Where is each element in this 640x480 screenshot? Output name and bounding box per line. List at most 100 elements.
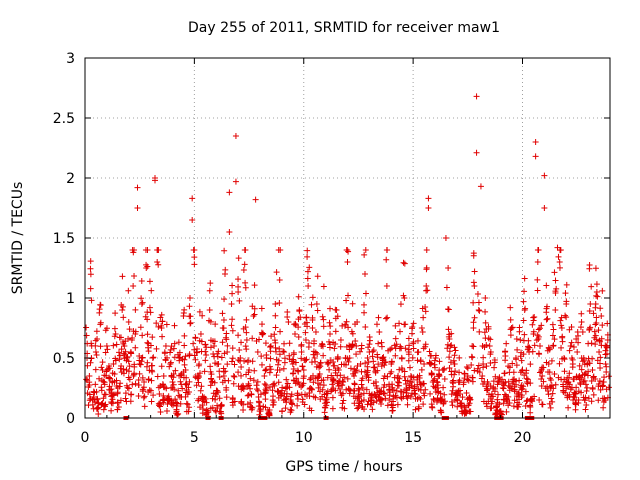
data-point [423, 264, 430, 271]
data-point [416, 394, 423, 401]
data-point [483, 403, 490, 410]
data-point [337, 337, 344, 343]
data-point [586, 325, 593, 332]
data-point [563, 314, 570, 321]
data-point [597, 354, 604, 361]
data-point [128, 391, 135, 398]
data-point [340, 397, 347, 404]
data-point [207, 318, 214, 325]
data-point [392, 335, 399, 342]
data-point [577, 324, 584, 331]
data-point [272, 344, 279, 351]
data-point [392, 352, 399, 359]
data-point-outlier [252, 196, 259, 203]
data-point [405, 335, 412, 342]
data-point [595, 397, 602, 404]
data-point [294, 392, 301, 399]
data-point [375, 314, 382, 321]
data-point [111, 370, 118, 377]
data-point [597, 386, 604, 393]
data-point [112, 355, 119, 362]
data-point [474, 368, 481, 375]
data-point [548, 377, 555, 384]
data-point [552, 277, 559, 284]
data-point [592, 376, 599, 383]
data-point [183, 400, 190, 407]
y-tick-label: 3 [66, 51, 75, 67]
data-point [144, 263, 151, 270]
data-point [490, 378, 497, 385]
data-point [496, 401, 503, 408]
data-point [356, 348, 363, 355]
data-point [330, 358, 337, 365]
data-point [339, 390, 346, 397]
data-point [92, 366, 99, 373]
data-points [83, 93, 612, 420]
data-point [527, 380, 534, 387]
data-point [335, 382, 342, 389]
data-point [257, 406, 264, 413]
data-point [402, 321, 409, 328]
data-point [302, 337, 309, 343]
data-point [383, 256, 390, 263]
data-point [396, 366, 403, 373]
data-point [556, 264, 563, 271]
data-point [345, 324, 352, 331]
data-point [360, 390, 367, 397]
data-point [196, 370, 203, 377]
data-point [224, 342, 231, 349]
data-point [544, 347, 551, 354]
data-point [343, 297, 350, 304]
data-point [120, 314, 127, 321]
data-point [190, 340, 197, 347]
data-point [451, 371, 458, 378]
data-point [551, 371, 558, 378]
data-point [452, 347, 459, 354]
data-point [259, 321, 266, 328]
data-point [248, 391, 255, 398]
data-point [526, 344, 533, 351]
data-point [122, 348, 129, 355]
data-point [453, 396, 460, 403]
data-point [351, 381, 358, 388]
data-point [520, 298, 527, 305]
data-point [302, 329, 309, 336]
data-point [374, 367, 381, 374]
data-point [271, 331, 278, 338]
data-point [253, 337, 260, 344]
data-point [187, 295, 193, 301]
data-point [452, 368, 459, 375]
data-point [356, 386, 363, 393]
data-point [401, 368, 408, 375]
data-point [509, 360, 516, 367]
data-point [276, 351, 283, 358]
data-point [383, 315, 390, 322]
data-point [125, 368, 132, 375]
data-point [196, 308, 203, 315]
data-point [87, 265, 94, 272]
data-point [181, 356, 188, 363]
data-point-outlier [226, 189, 233, 196]
data-point [304, 323, 311, 330]
data-point [539, 401, 546, 408]
data-point [522, 305, 529, 312]
data-point [592, 332, 599, 339]
data-point [365, 374, 372, 381]
data-point [545, 391, 552, 398]
data-point [155, 247, 162, 253]
data-point [319, 386, 326, 393]
data-point [435, 371, 442, 378]
data-point [332, 315, 339, 322]
data-point [281, 359, 288, 366]
data-point [446, 335, 453, 342]
data-point [249, 303, 256, 310]
data-point [125, 287, 132, 294]
data-point [435, 382, 442, 389]
data-point [361, 309, 368, 316]
data-point [467, 395, 474, 402]
data-point [139, 299, 146, 306]
data-point [410, 338, 417, 345]
data-point [158, 363, 165, 370]
data-point [92, 381, 99, 388]
data-point [566, 391, 573, 398]
